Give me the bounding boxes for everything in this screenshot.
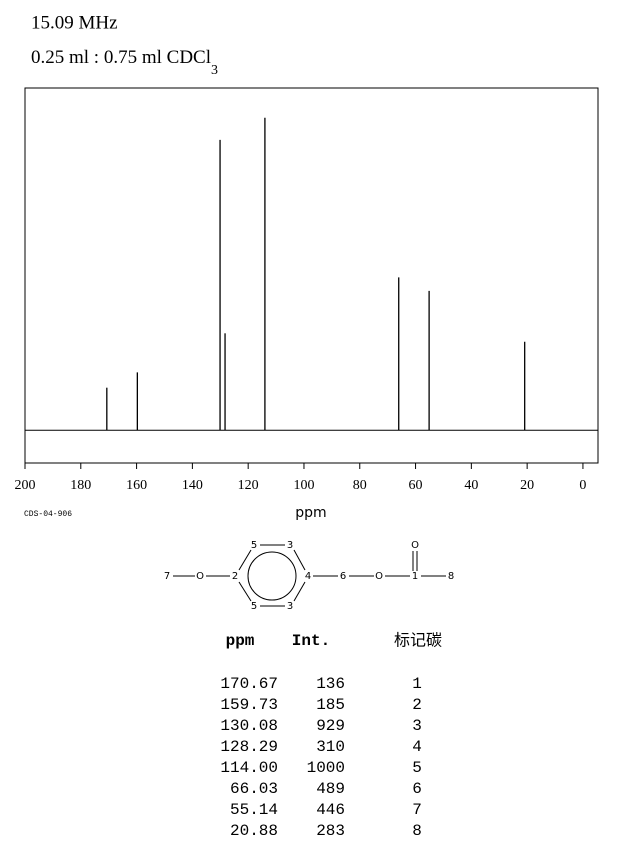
x-tick-label: 140 [182, 478, 203, 493]
atom-label: 5 [251, 540, 257, 551]
table-intensity: 929 [316, 717, 345, 735]
table-intensity: 446 [316, 801, 345, 819]
table-carbon: 6 [412, 780, 422, 798]
solvent-text: 0.25 ml : 0.75 ml CDCl [31, 47, 211, 68]
table-ppm: 66.03 [230, 780, 278, 798]
table-header: ppm [226, 632, 255, 650]
x-tick-label: 160 [126, 478, 147, 493]
atom-label: 3 [287, 540, 293, 551]
plot-frame [24, 87, 599, 464]
table-ppm: 114.00 [220, 759, 278, 777]
x-tick-label: 200 [15, 478, 36, 493]
table-ppm: 130.08 [220, 717, 278, 735]
table-ppm: 159.73 [220, 696, 278, 714]
atom-label: 7 [164, 571, 170, 582]
table-intensity: 283 [316, 822, 345, 840]
x-tick-label: 40 [464, 478, 478, 493]
atom-label: 6 [340, 571, 346, 582]
table-carbon: 3 [412, 717, 422, 735]
atom-label: 3 [287, 601, 293, 612]
x-tick-label: 100 [293, 478, 314, 493]
table-intensity: 489 [316, 780, 345, 798]
atom-label: O [196, 571, 204, 582]
x-tick-label: 120 [238, 478, 259, 493]
atom-label: 1 [412, 571, 418, 582]
table-ppm: 55.14 [230, 801, 278, 819]
table-carbon: 7 [412, 801, 422, 819]
table-header: 标记碳 [394, 631, 442, 650]
x-tick-label: 20 [520, 478, 534, 493]
table-ppm: 20.88 [230, 822, 278, 840]
x-tick-label: 0 [579, 478, 586, 493]
table-carbon: 1 [412, 675, 422, 693]
table-carbon: 5 [412, 759, 422, 777]
atom-label: O [375, 571, 383, 582]
table-header: Int. [292, 632, 330, 650]
table-intensity: 310 [316, 738, 345, 756]
spectrum-code: CDS-04-906 [24, 510, 72, 519]
x-tick-label: 180 [70, 478, 91, 493]
table-carbon: 8 [412, 822, 422, 840]
atom-label: O [411, 540, 419, 551]
table-intensity: 136 [316, 675, 345, 693]
solvent: 0.25 ml : 0.75 ml CDCl3 [31, 47, 218, 78]
structure: 7 O 2 5 3 5 3 4 6 O 1 O 8 [164, 540, 454, 612]
table-intensity: 185 [316, 696, 345, 714]
x-axis-label: ppm [295, 505, 326, 521]
table-intensity: 1000 [307, 759, 345, 777]
table-ppm: 170.67 [220, 675, 278, 693]
atom-label: 4 [305, 571, 311, 582]
frequency: 15.09 MHz [31, 12, 118, 33]
x-tick-label: 60 [409, 478, 423, 493]
atom-label: 8 [448, 571, 454, 582]
solvent-subscript: 3 [211, 63, 218, 78]
x-tick-label: 80 [353, 478, 367, 493]
atom-label: 5 [251, 601, 257, 612]
table-carbon: 2 [412, 696, 422, 714]
atom-label: 2 [232, 571, 238, 582]
table-ppm: 128.29 [220, 738, 278, 756]
table-carbon: 4 [412, 738, 422, 756]
